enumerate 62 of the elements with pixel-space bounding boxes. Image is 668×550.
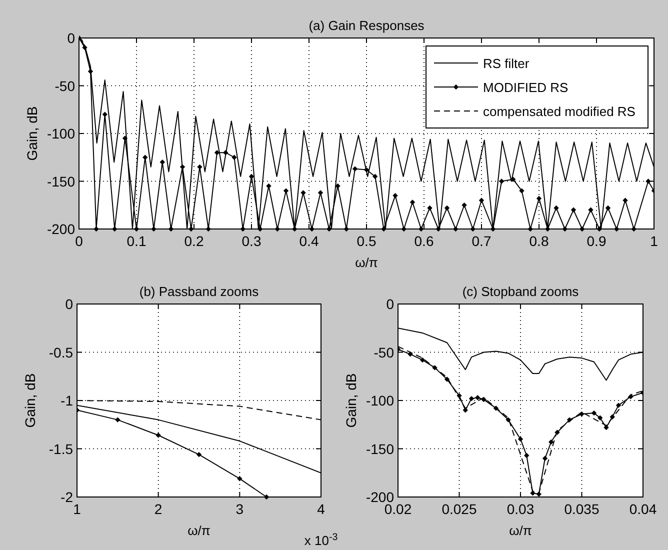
- x-tick-label: 1: [73, 501, 82, 517]
- x-tick-label: 0.035: [564, 501, 600, 517]
- x-tick-label: 0.2: [184, 233, 204, 249]
- point: [408, 352, 413, 357]
- point: [468, 396, 474, 402]
- y-tick-label: -100: [366, 392, 394, 408]
- point: [196, 452, 202, 458]
- y-axis-title: Gain, dB: [343, 373, 359, 428]
- point: [616, 402, 622, 408]
- x-tick-label: 0.03: [506, 501, 534, 517]
- chart-title: (b) Passband zooms: [139, 284, 260, 299]
- y-axis-title: Gain, dB: [24, 106, 40, 161]
- point: [115, 417, 120, 422]
- legend-label: MODIFIED RS: [483, 80, 569, 95]
- x-tick-label: 0.1: [126, 233, 146, 249]
- x-axis-title: ω/π: [355, 255, 378, 270]
- x-tick-label: 0.04: [629, 501, 657, 517]
- point: [591, 410, 597, 416]
- legend-label: RS filter: [483, 56, 530, 71]
- legend-label: compensated modified RS: [483, 104, 636, 119]
- y-tick-label: -50: [374, 344, 394, 360]
- x-tick-label: 0.7: [472, 233, 492, 249]
- y-tick-label: 0: [67, 30, 76, 46]
- y-tick-label: -50: [54, 78, 76, 94]
- x-axis-title: ω/π: [188, 523, 210, 538]
- x-tick-label: 0.8: [529, 233, 549, 249]
- x-axis-title: ω/π: [509, 523, 532, 538]
- point: [237, 476, 242, 482]
- y-tick-label: -100: [46, 126, 76, 142]
- y-tick-label: -200: [46, 221, 76, 237]
- point: [598, 415, 603, 420]
- chart-title: (c) Stopband zooms: [462, 284, 580, 299]
- y-tick-label: -150: [46, 173, 76, 190]
- point: [475, 395, 480, 400]
- x-tick-label: 4: [317, 501, 326, 517]
- y-tick-label: -2: [60, 489, 74, 505]
- x-tick-label: 0.3: [242, 233, 262, 249]
- x-tick-label: 3: [236, 501, 244, 517]
- y-tick-label: -1.5: [48, 440, 74, 457]
- text: x 10$^{-3}$: [304, 532, 338, 548]
- point: [518, 436, 524, 442]
- point: [506, 417, 511, 422]
- chart-title: (a) Gain Responses: [308, 18, 425, 33]
- x-tick-label: 1: [650, 233, 658, 249]
- x-tick-label: 0.5: [356, 233, 376, 249]
- x-tick-label: 0.025: [442, 501, 477, 517]
- point: [548, 439, 554, 445]
- point: [156, 432, 161, 438]
- x-tick-label: 0.9: [586, 233, 606, 249]
- x-tick-label: 0.4: [299, 233, 319, 249]
- y-tick-label: -150: [366, 440, 394, 457]
- point: [456, 393, 462, 398]
- point: [524, 452, 530, 458]
- x-tick-label: 2: [154, 501, 162, 517]
- y-tick-label: -1: [60, 392, 74, 408]
- y-axis-title: Gain, dB: [22, 373, 38, 428]
- y-tick-label: 0: [386, 296, 394, 312]
- x-tick-label: 0.6: [414, 233, 434, 249]
- y-tick-label: -0.5: [48, 344, 74, 360]
- point: [420, 357, 426, 363]
- y-tick-label: 0: [65, 296, 74, 312]
- point: [542, 456, 548, 461]
